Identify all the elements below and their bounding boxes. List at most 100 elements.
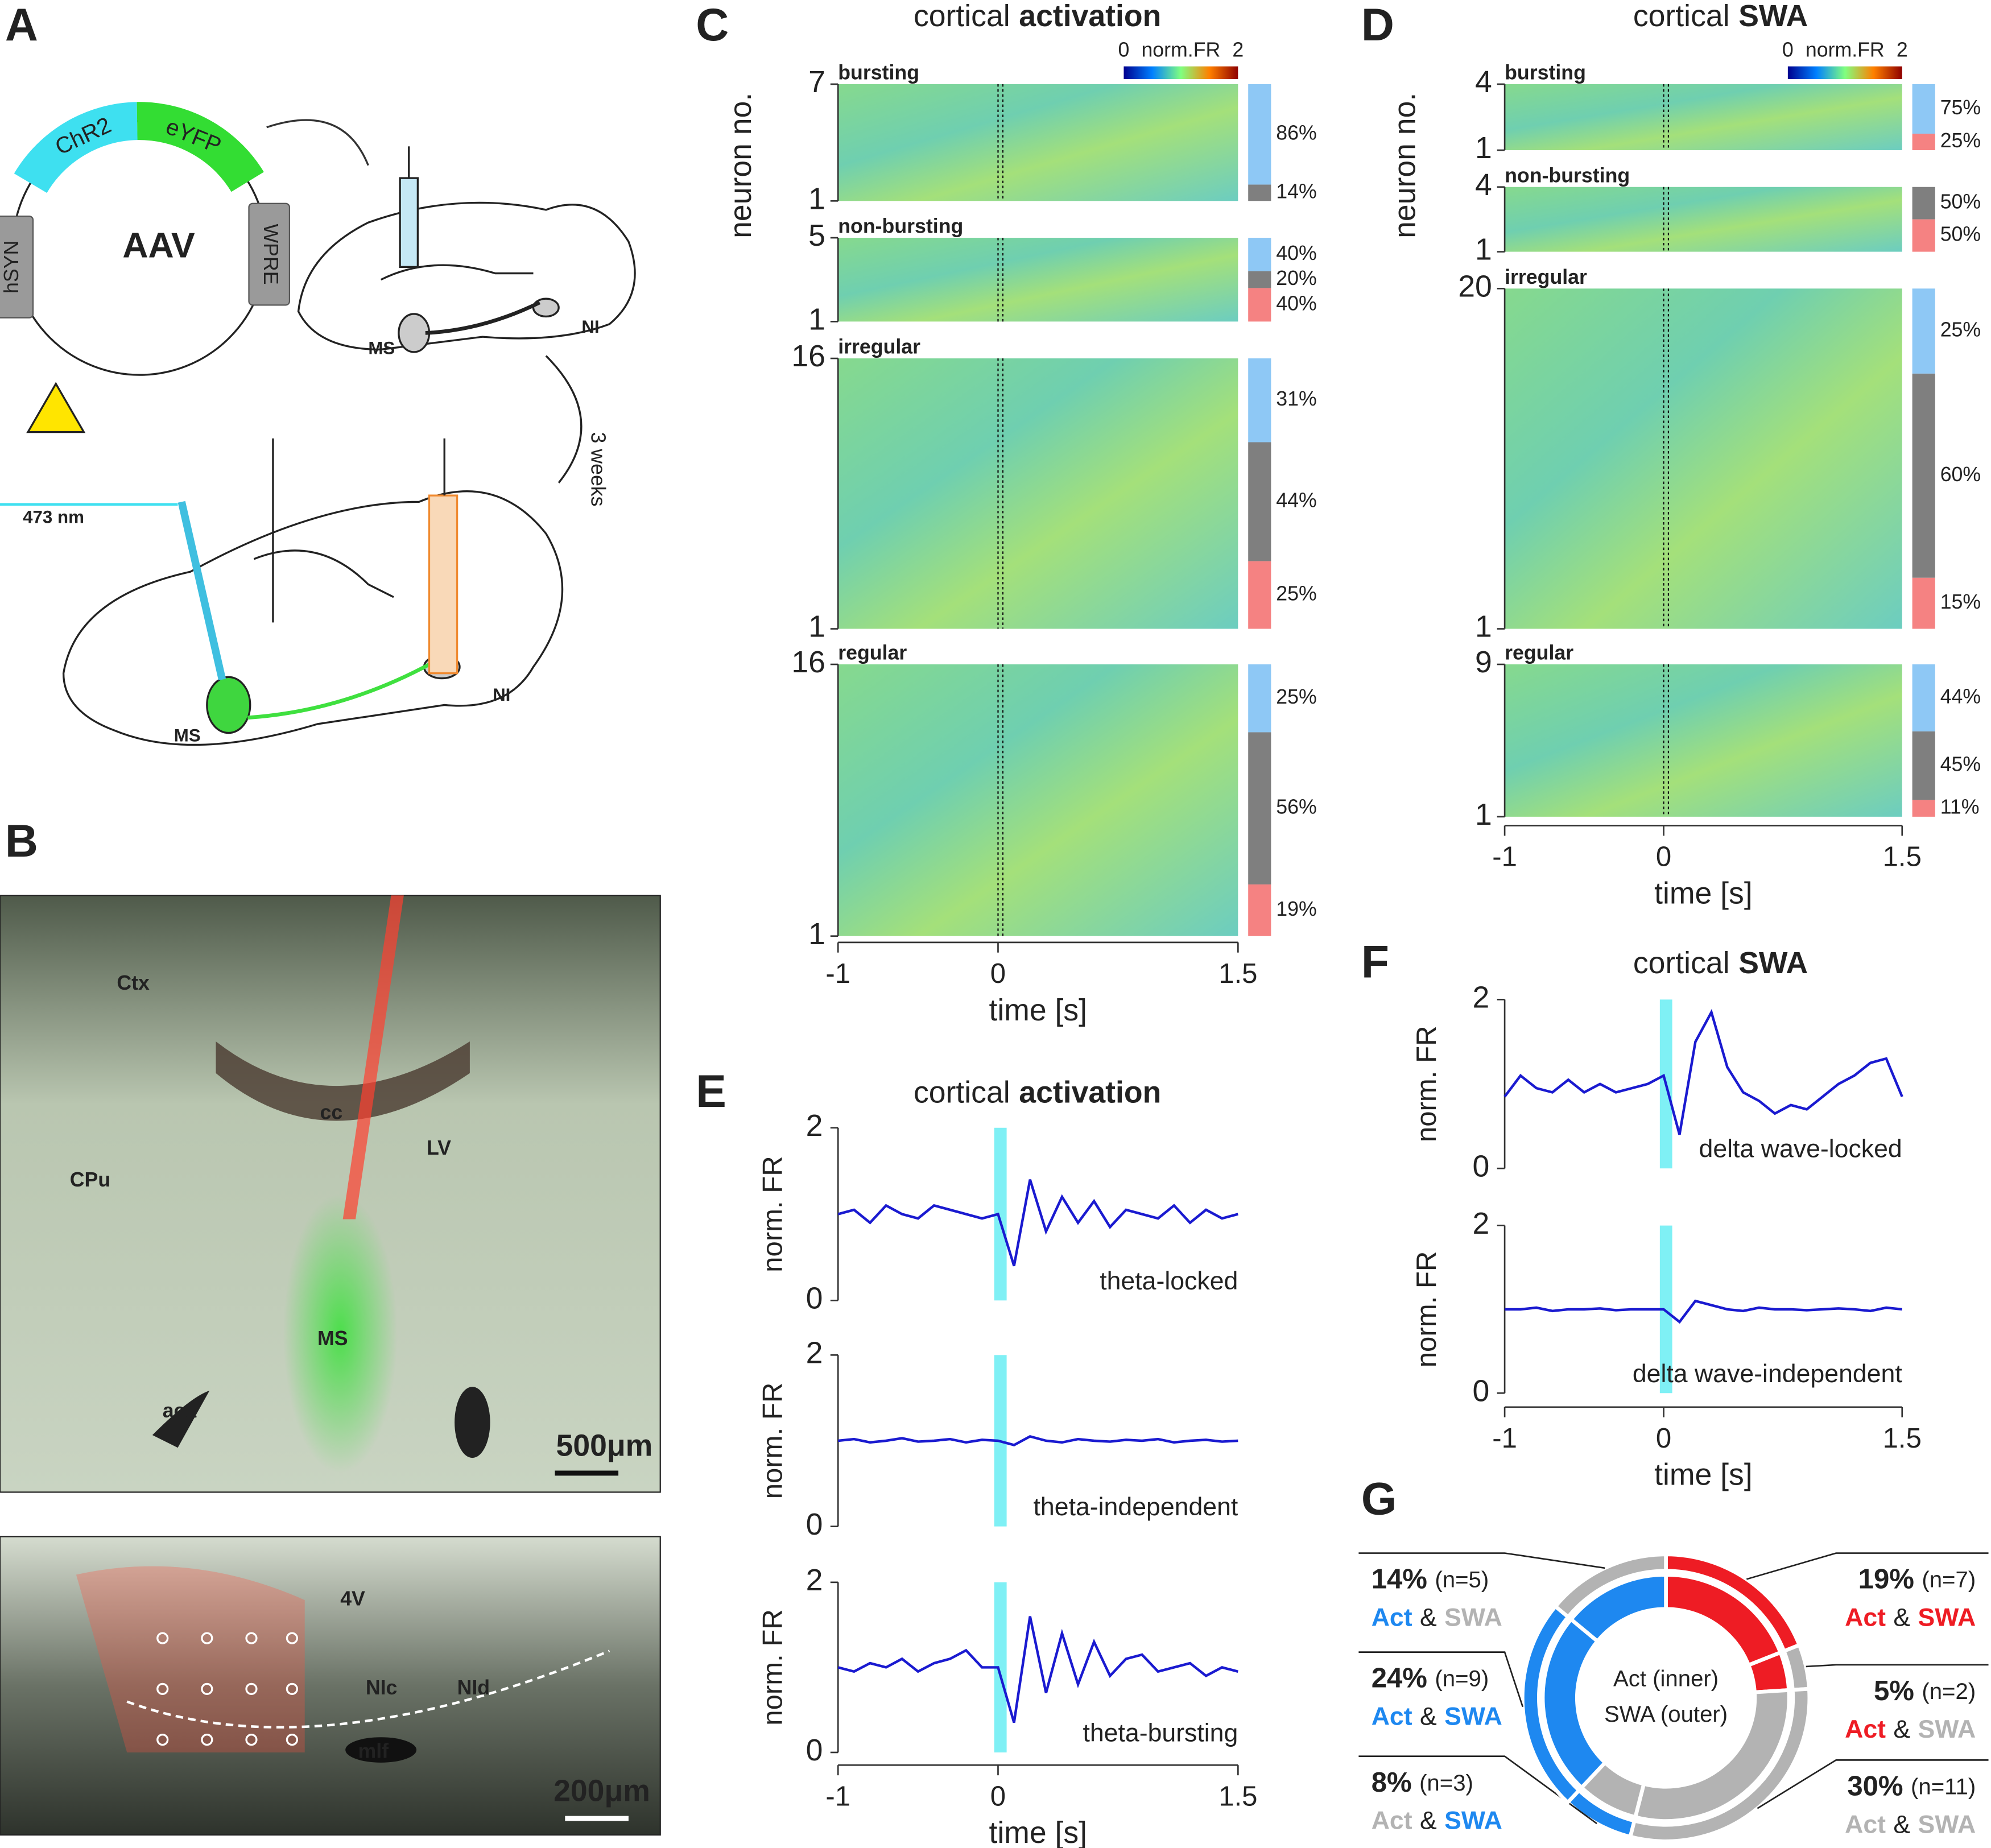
segment-count: (n=2) xyxy=(1922,1679,1976,1704)
y-tick-label: 0 xyxy=(1473,1374,1490,1408)
y-tick-label: 1 xyxy=(808,182,825,216)
trace xyxy=(1505,1299,1902,1324)
heatmap xyxy=(838,238,1238,322)
heatmap xyxy=(1505,84,1902,151)
share-bar xyxy=(1912,577,1935,629)
panel-letter: F xyxy=(1361,936,1389,987)
colorbar-tick-label: 0 xyxy=(1782,38,1794,61)
heatmap xyxy=(1505,187,1902,252)
y-tick-label: 16 xyxy=(791,646,825,679)
trace xyxy=(1503,1008,1903,1135)
segment-count: (n=9) xyxy=(1435,1665,1489,1691)
y-tick-label: 1 xyxy=(1475,131,1492,165)
stimulus-band xyxy=(1659,1225,1672,1394)
share-bar xyxy=(1248,184,1271,201)
share-bar xyxy=(1912,84,1935,134)
scale-bar-label: 500μm xyxy=(556,1429,653,1462)
share-bar xyxy=(1912,288,1935,374)
share-label: 25% xyxy=(1940,129,1981,152)
inner-ring xyxy=(1664,1573,1783,1668)
y-tick-label: 20 xyxy=(1458,270,1492,303)
x-tick-label: -1 xyxy=(825,1781,850,1812)
share-label: 25% xyxy=(1940,319,1981,341)
histology-label: NId xyxy=(457,1676,490,1699)
region-label: MS xyxy=(368,338,395,358)
segment-label: 8% (n=3) xyxy=(1372,1767,1473,1798)
histology-label: LV xyxy=(427,1136,451,1159)
y-tick-label: 1 xyxy=(1475,798,1492,832)
y-tick-label: 2 xyxy=(806,1336,823,1370)
heatmap xyxy=(1505,664,1902,817)
share-label: 40% xyxy=(1276,242,1316,264)
chart-title: cortical activation xyxy=(914,1076,1161,1110)
segment-percent: 14% xyxy=(1372,1564,1427,1595)
brain-diagram xyxy=(0,146,636,746)
share-bar xyxy=(1248,288,1271,322)
group-label: bursting xyxy=(1505,61,1586,84)
title-text: cortical xyxy=(1633,0,1730,33)
share-bar xyxy=(1912,800,1935,817)
colorbar-tick-label: 2 xyxy=(1232,38,1244,61)
segment-groups: Act & SWA xyxy=(1845,1603,1976,1631)
histology-bottom: 4V NIc NId mlf 200μm xyxy=(0,1536,661,1836)
x-axis-label: time [s] xyxy=(989,994,1087,1027)
trace xyxy=(837,1435,1238,1446)
title-emphasis: SWA xyxy=(1738,946,1808,980)
y-tick-label: 9 xyxy=(1475,646,1492,679)
leader-line xyxy=(1746,1552,1989,1580)
act-label: Act xyxy=(1372,1703,1412,1731)
x-tick-label: 1.5 xyxy=(1218,958,1257,989)
chart-title: cortical activation xyxy=(914,0,1161,33)
heatmap xyxy=(1505,288,1902,629)
group-label: non-bursting xyxy=(838,215,963,238)
joiner: & xyxy=(1420,1603,1437,1631)
trace-label: delta wave-independent xyxy=(1633,1360,1902,1388)
share-label: 60% xyxy=(1940,463,1981,486)
share-label: 20% xyxy=(1276,267,1316,290)
heatmap xyxy=(838,84,1238,201)
panel-letter: D xyxy=(1361,0,1394,51)
share-bar xyxy=(1248,732,1271,884)
act-label: Act xyxy=(1845,1810,1886,1838)
share-bar xyxy=(1912,731,1935,800)
y-tick-label: 4 xyxy=(1475,168,1492,202)
joiner: & xyxy=(1893,1603,1910,1631)
heatmap xyxy=(838,358,1238,629)
joiner: & xyxy=(1893,1810,1910,1838)
stimulus-band xyxy=(994,1127,1007,1301)
heatmap xyxy=(838,664,1238,936)
chart-title: cortical SWA xyxy=(1633,946,1808,980)
joiner: & xyxy=(1420,1703,1437,1731)
histology-label: mlf xyxy=(358,1739,389,1762)
swa-label: SWA xyxy=(1918,1810,1976,1838)
title-text: cortical xyxy=(914,1076,1010,1110)
colorbar-label: norm.FR xyxy=(1141,38,1220,61)
y-tick-label: 1 xyxy=(808,610,825,644)
colorbar-tick-label: 2 xyxy=(1897,38,1908,61)
segment-label: 30% (n=11) xyxy=(1847,1771,1976,1801)
y-axis-label: norm. FR xyxy=(1411,1251,1442,1368)
trace xyxy=(837,1616,1238,1723)
y-tick-label: 2 xyxy=(1473,981,1490,1014)
share-bar xyxy=(1248,238,1271,271)
colorbar xyxy=(1123,66,1238,80)
inner-ring xyxy=(1568,1573,1668,1644)
x-tick-label: -1 xyxy=(1492,1423,1517,1454)
share-label: 25% xyxy=(1276,582,1316,605)
segment-label: 19% (n=7) xyxy=(1858,1564,1976,1595)
segment-label: 14% (n=5) xyxy=(1372,1564,1489,1595)
swa-label: SWA xyxy=(1918,1603,1976,1631)
y-tick-label: 1 xyxy=(1475,233,1492,267)
trace-label: delta wave-locked xyxy=(1699,1135,1902,1163)
segment-count: (n=3) xyxy=(1419,1770,1473,1795)
joiner: & xyxy=(1420,1807,1437,1835)
segment-groups: Act & SWA xyxy=(1845,1810,1976,1838)
histology-label: MS xyxy=(317,1327,348,1350)
share-label: 50% xyxy=(1940,223,1981,246)
y-tick-label: 2 xyxy=(806,1564,823,1597)
swa-label: SWA xyxy=(1918,1715,1976,1743)
panel-letter: E xyxy=(696,1066,726,1117)
share-label: 15% xyxy=(1940,590,1981,613)
x-tick-label: 0 xyxy=(990,958,1006,989)
